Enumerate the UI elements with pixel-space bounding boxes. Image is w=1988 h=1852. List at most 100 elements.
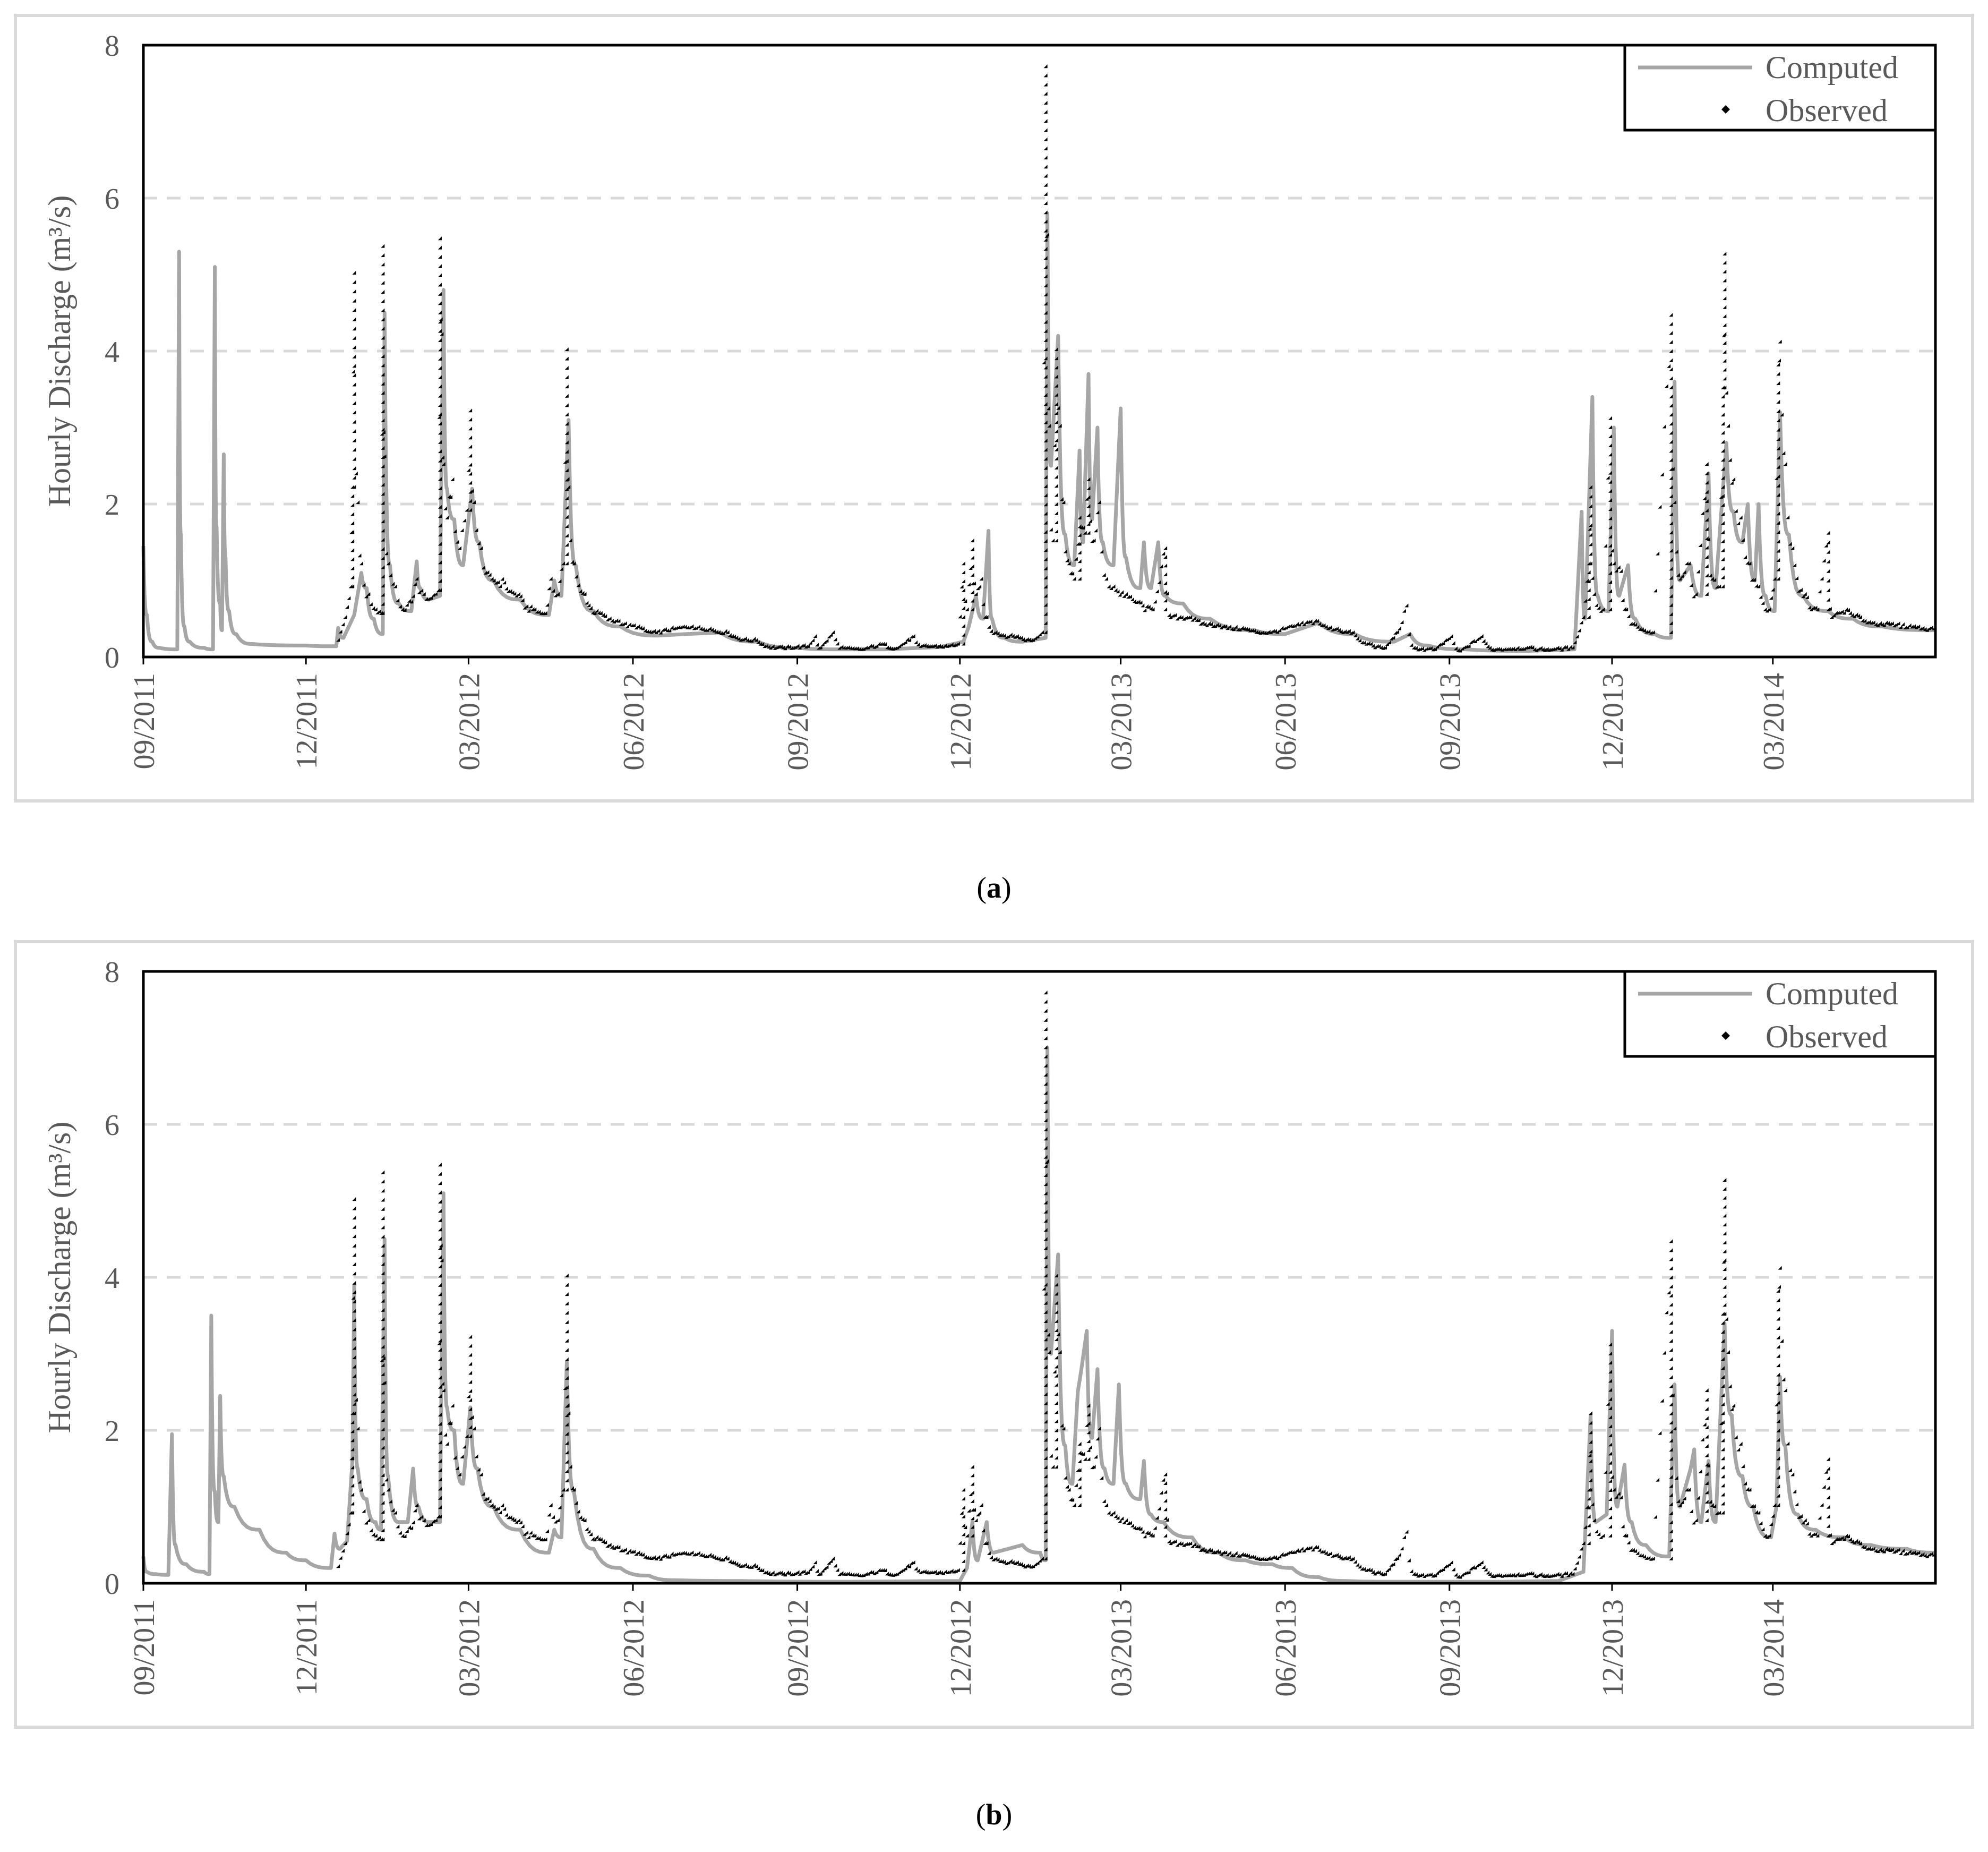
y-tick-label: 2 <box>105 489 119 522</box>
observed-point <box>764 1570 768 1574</box>
observed-point <box>1601 1533 1605 1538</box>
observed-point <box>1752 1504 1756 1508</box>
observed-point <box>1288 1550 1292 1554</box>
observed-point <box>1136 1526 1141 1530</box>
observed-point <box>736 636 741 641</box>
observed-point <box>1723 260 1727 264</box>
observed-point <box>1631 621 1635 626</box>
observed-point <box>1720 1384 1725 1388</box>
observed-point <box>1054 456 1058 460</box>
observed-point <box>352 1271 356 1276</box>
observed-point <box>1515 645 1520 650</box>
observed-point <box>1043 1337 1048 1342</box>
observed-point <box>558 1505 562 1509</box>
observed-point <box>438 1385 442 1389</box>
observed-point <box>1043 429 1048 433</box>
observed-point <box>949 1568 954 1573</box>
observed-point <box>1608 1379 1613 1383</box>
observed-point <box>1673 1427 1677 1431</box>
observed-point <box>688 1551 692 1556</box>
observed-point <box>732 1560 736 1565</box>
observed-point <box>1704 462 1709 466</box>
observed-point <box>1669 394 1673 398</box>
observed-point <box>396 598 400 602</box>
observed-point <box>447 494 451 499</box>
observed-point <box>1723 1214 1727 1218</box>
observed-point <box>1647 1556 1651 1560</box>
observed-point <box>1445 1564 1449 1568</box>
observed-point <box>1608 1406 1613 1410</box>
observed-point <box>1651 1556 1655 1560</box>
observed-point <box>1776 1419 1780 1423</box>
observed-point <box>1776 1372 1780 1377</box>
observed-point <box>640 626 645 630</box>
observed-point <box>1776 539 1780 543</box>
observed-point <box>1723 305 1727 309</box>
observed-point <box>564 1274 569 1278</box>
legend-observed-swatch <box>1721 105 1730 114</box>
observed-point <box>1824 1470 1828 1474</box>
observed-point <box>636 1550 640 1555</box>
observed-point <box>1451 1567 1455 1572</box>
observed-point <box>1689 1509 1693 1513</box>
observed-point <box>1809 1533 1813 1538</box>
observed-point <box>1925 628 1929 632</box>
observed-point <box>381 1372 385 1376</box>
observed-point <box>564 440 569 445</box>
observed-point <box>564 1478 569 1482</box>
observed-point <box>597 1537 601 1541</box>
observed-point <box>438 1394 442 1398</box>
observed-point <box>1469 1566 1473 1571</box>
figure-caption-a: (a) <box>976 872 1012 904</box>
observed-point <box>350 512 355 516</box>
observed-point <box>1122 594 1126 598</box>
observed-point <box>1351 630 1355 634</box>
observed-point <box>1778 1266 1782 1270</box>
observed-point <box>1704 554 1709 559</box>
observed-point <box>468 1380 473 1384</box>
observed-point <box>1240 1552 1244 1556</box>
observed-point <box>1669 331 1673 335</box>
observed-point <box>1805 1521 1809 1525</box>
observed-point <box>956 1568 960 1572</box>
x-tick-label: 06/2013 <box>1270 673 1303 771</box>
observed-point <box>1088 519 1092 523</box>
observed-point <box>795 1570 800 1574</box>
observed-point <box>1587 1497 1591 1501</box>
observed-point <box>1597 605 1601 610</box>
observed-point <box>1043 1492 1048 1497</box>
observed-point <box>1720 566 1725 570</box>
observed-point <box>1043 374 1048 379</box>
observed-point <box>1467 1570 1471 1574</box>
observed-point <box>708 1552 712 1557</box>
observed-point <box>879 642 883 646</box>
observed-point <box>1293 1550 1297 1554</box>
observed-point <box>564 1283 569 1287</box>
observed-point <box>438 542 442 546</box>
observed-point <box>1229 627 1233 631</box>
observed-point <box>1151 1533 1155 1538</box>
observed-point <box>1704 545 1709 550</box>
observed-point <box>719 631 723 635</box>
observed-point <box>1293 624 1297 628</box>
observed-point <box>1669 1402 1673 1406</box>
observed-point <box>352 1364 356 1369</box>
observed-point <box>1763 607 1767 611</box>
observed-point <box>462 1445 466 1449</box>
observed-point <box>1776 1288 1780 1293</box>
observed-point <box>1912 1550 1916 1555</box>
observed-point <box>1535 648 1539 652</box>
observed-point <box>465 508 469 512</box>
observed-point <box>1720 512 1725 516</box>
observed-point <box>623 1547 627 1551</box>
observed-point <box>1720 1510 1725 1515</box>
observed-point <box>1912 624 1916 628</box>
observed-point <box>429 1522 433 1526</box>
observed-point <box>1047 424 1051 428</box>
observed-point <box>1043 484 1048 488</box>
observed-point <box>1858 1541 1863 1546</box>
observed-point <box>1669 1384 1673 1388</box>
observed-point <box>1532 1573 1537 1577</box>
observed-point <box>681 1550 685 1555</box>
observed-point <box>438 310 442 314</box>
